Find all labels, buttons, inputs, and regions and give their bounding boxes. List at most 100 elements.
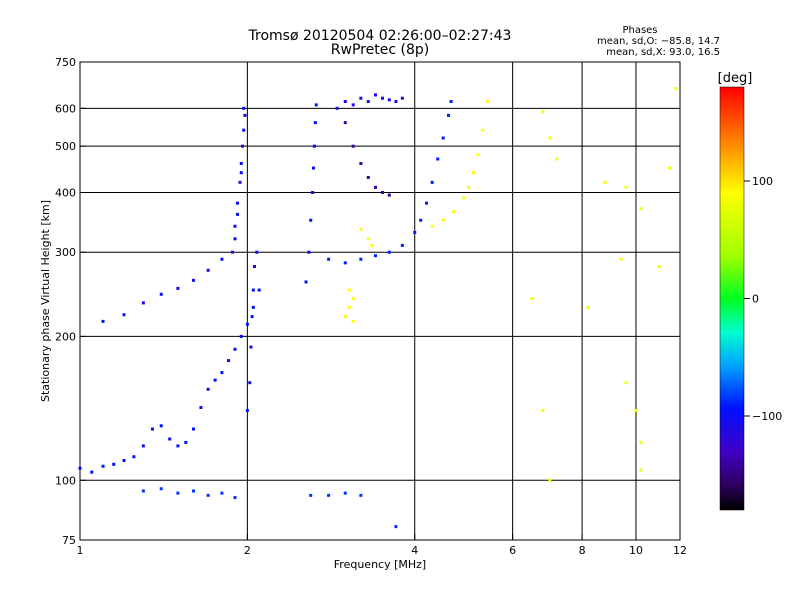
- data-point: [255, 250, 259, 254]
- plot-area: [79, 61, 681, 541]
- data-point: [176, 286, 180, 290]
- data-point: [387, 98, 391, 102]
- data-point: [400, 243, 404, 247]
- data-point: [452, 210, 456, 214]
- data-point: [624, 381, 628, 385]
- data-point: [373, 185, 377, 189]
- data-point: [413, 230, 417, 234]
- data-point: [90, 470, 94, 474]
- data-point: [233, 496, 237, 500]
- data-point: [555, 157, 559, 161]
- o-top-band: [335, 93, 404, 110]
- data-point: [441, 218, 445, 222]
- data-point: [351, 297, 355, 301]
- x-tick-label: 8: [579, 544, 586, 557]
- data-point: [380, 190, 384, 194]
- data-point: [476, 153, 480, 157]
- data-point: [250, 315, 254, 319]
- colorbar: [719, 86, 745, 511]
- data-point: [603, 180, 607, 184]
- data-point: [220, 371, 224, 375]
- data-point: [313, 121, 317, 125]
- data-point: [240, 144, 244, 148]
- data-point: [471, 171, 475, 175]
- data-point: [343, 121, 347, 125]
- data-point: [430, 180, 434, 184]
- data-point: [141, 444, 145, 448]
- data-point: [176, 491, 180, 495]
- data-point: [101, 319, 105, 323]
- data-point: [150, 427, 154, 431]
- data-points: [78, 87, 678, 529]
- colorbar-label: [deg]: [718, 71, 753, 86]
- y-tick-label: 75: [62, 534, 76, 547]
- x-tick-label: 1: [77, 544, 84, 557]
- data-point: [213, 378, 217, 382]
- data-point: [233, 347, 237, 351]
- data-point: [176, 444, 180, 448]
- data-point: [624, 185, 628, 189]
- data-point: [668, 166, 672, 170]
- x-tick-label: 12: [673, 544, 687, 557]
- bottom-points: [141, 487, 398, 529]
- chart-title: Tromsø 20120504 02:26:00–02:27:43: [248, 28, 512, 44]
- data-point: [541, 110, 545, 114]
- y-tick-label: 200: [55, 330, 76, 343]
- data-point: [236, 212, 240, 216]
- data-point: [191, 278, 195, 282]
- data-point: [257, 288, 261, 292]
- data-point: [141, 301, 145, 305]
- data-point: [485, 100, 489, 104]
- data-point: [359, 161, 363, 165]
- x-tick-label: 2: [244, 544, 251, 557]
- y-tick-label: 600: [55, 102, 76, 115]
- data-point: [168, 437, 172, 441]
- data-point: [351, 144, 355, 148]
- data-point: [373, 93, 377, 97]
- data-point: [191, 427, 195, 431]
- data-point: [430, 224, 434, 228]
- data-point: [380, 96, 384, 100]
- data-point: [441, 136, 445, 140]
- data-point: [248, 381, 252, 385]
- data-point: [309, 218, 313, 222]
- data-point: [449, 100, 453, 104]
- chart-subtitle: RwPretec (8p): [331, 42, 429, 58]
- data-point: [309, 493, 313, 497]
- data-point: [312, 144, 316, 148]
- data-point: [307, 250, 311, 254]
- data-point: [199, 405, 203, 409]
- data-point: [242, 106, 246, 110]
- data-point: [220, 491, 224, 495]
- data-point: [101, 464, 105, 468]
- data-point: [370, 243, 374, 247]
- colorbar-tick-label: 100: [752, 175, 773, 188]
- x-tick-label: 10: [629, 544, 643, 557]
- x-trace: [430, 100, 489, 228]
- data-point: [343, 315, 347, 319]
- data-point: [359, 227, 363, 231]
- x-axis-label: Frequency [MHz]: [334, 558, 426, 571]
- data-point: [311, 190, 315, 194]
- data-point: [78, 466, 82, 470]
- data-point: [359, 257, 363, 261]
- data-point: [314, 103, 318, 107]
- data-point: [548, 136, 552, 140]
- data-point: [359, 493, 363, 497]
- data-point: [351, 103, 355, 107]
- data-point: [239, 161, 243, 165]
- o-fringe-trace: [343, 121, 391, 197]
- data-point: [191, 489, 195, 493]
- o-1.9mhz-column: [230, 106, 247, 254]
- o-2.6mhz-column: [304, 103, 318, 284]
- data-point: [238, 180, 242, 184]
- data-point: [373, 254, 377, 258]
- data-point: [387, 193, 391, 197]
- data-point: [634, 408, 638, 412]
- data-point: [239, 171, 243, 175]
- data-point: [351, 319, 355, 323]
- data-point: [467, 185, 471, 189]
- data-point: [112, 462, 116, 466]
- data-point: [206, 268, 210, 272]
